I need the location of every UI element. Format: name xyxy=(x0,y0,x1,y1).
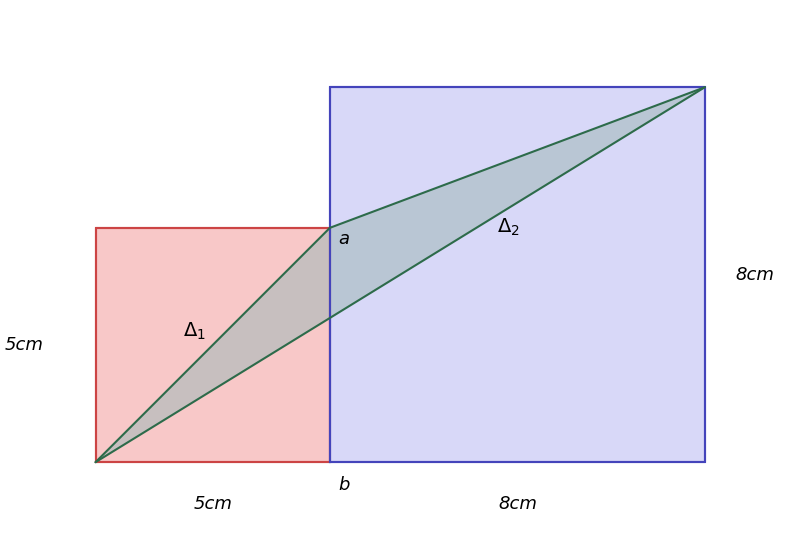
Text: 8cm: 8cm xyxy=(735,266,774,284)
Polygon shape xyxy=(95,87,705,462)
Text: $\Delta_1$: $\Delta_1$ xyxy=(182,320,206,342)
Text: b: b xyxy=(338,476,350,494)
Text: $\Delta_2$: $\Delta_2$ xyxy=(497,217,519,239)
Text: 8cm: 8cm xyxy=(498,495,537,514)
Text: 5cm: 5cm xyxy=(194,495,232,514)
Polygon shape xyxy=(330,87,705,462)
Text: a: a xyxy=(338,230,350,248)
Polygon shape xyxy=(95,228,330,462)
Text: 5cm: 5cm xyxy=(5,336,44,354)
